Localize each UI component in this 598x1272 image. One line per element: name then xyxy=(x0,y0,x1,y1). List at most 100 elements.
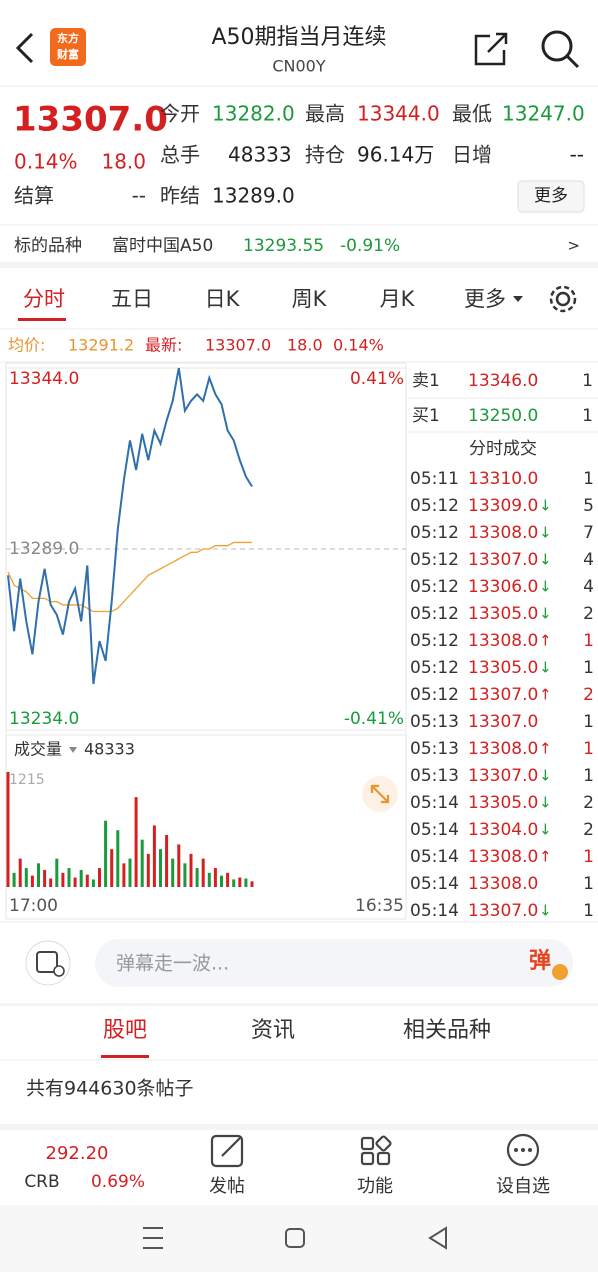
volume-bar xyxy=(61,872,65,887)
volume-bar xyxy=(140,839,144,887)
action-label[interactable]: 发帖 xyxy=(209,1176,245,1197)
volume-bar xyxy=(207,872,211,887)
volume-bar xyxy=(232,879,236,887)
nav-menu[interactable] xyxy=(143,1227,163,1249)
danmaku-toggle[interactable] xyxy=(552,964,568,980)
trade-price: 13306.0 xyxy=(468,577,538,597)
label[interactable]: > xyxy=(567,237,580,255)
trade-price: 13307.0 xyxy=(468,712,538,732)
label: 持仓 xyxy=(305,143,345,167)
trade-qty: 2 xyxy=(583,685,594,705)
trade-price: 13308.0 xyxy=(468,631,538,651)
y2-tick-label: 0.41% xyxy=(350,369,404,389)
volume-bar xyxy=(98,868,101,887)
post-icon[interactable] xyxy=(210,1134,244,1168)
label: 最高 xyxy=(305,102,345,126)
trade-time: 05:12 xyxy=(410,685,459,705)
trade-time: 05:12 xyxy=(410,550,459,570)
label: 13250.0 xyxy=(468,406,538,426)
watchlist-icon[interactable] xyxy=(506,1133,540,1167)
trade-arrow: ↓ xyxy=(539,794,552,812)
share-button[interactable] xyxy=(474,32,508,66)
value: 48333 xyxy=(228,143,292,167)
tab[interactable]: 五日 xyxy=(111,287,153,311)
tab-underline xyxy=(101,1055,149,1058)
search-button[interactable] xyxy=(541,30,580,69)
y-tick-label: 13234.0 xyxy=(9,709,79,729)
volume-bar xyxy=(238,877,242,887)
label: 结算 xyxy=(14,184,54,208)
label: 总手 xyxy=(160,143,200,167)
volume-bar xyxy=(220,875,223,887)
trade-arrow: ↓ xyxy=(539,659,552,677)
trade-price: 13310.0 xyxy=(468,469,538,489)
trade-price: 13308.0 xyxy=(468,847,538,867)
logo[interactable] xyxy=(50,28,86,66)
function-icon[interactable] xyxy=(360,1135,392,1166)
dropdown-icon[interactable] xyxy=(513,296,523,302)
nav-back[interactable] xyxy=(428,1226,447,1250)
back-button[interactable] xyxy=(15,32,34,64)
volume-bar xyxy=(55,858,59,887)
index-change: 0.69% xyxy=(91,1172,145,1192)
volume-bar xyxy=(6,772,10,887)
volume-bar xyxy=(116,830,120,887)
trade-qty: 7 xyxy=(583,523,594,543)
danmaku-settings[interactable] xyxy=(25,940,71,986)
volume-bar xyxy=(49,878,53,887)
trade-qty: 1 xyxy=(583,901,594,921)
volume-bar xyxy=(67,868,71,887)
volume-bar xyxy=(37,863,40,887)
label: 48333 xyxy=(84,740,135,759)
y-tick-label: 13289.0 xyxy=(9,539,79,559)
feed-tab[interactable]: 股吧 xyxy=(103,1018,147,1043)
trade-price: 13307.0 xyxy=(468,766,538,786)
label: 1 xyxy=(582,371,593,391)
settings-button[interactable] xyxy=(549,285,577,313)
tab[interactable]: 分时 xyxy=(23,287,65,311)
trade-qty: 1 xyxy=(583,739,594,759)
label: 买1 xyxy=(412,406,440,426)
trade-time: 05:14 xyxy=(410,847,459,867)
label: 卖1 xyxy=(412,371,440,391)
volume-bar xyxy=(250,881,254,887)
feed-tab[interactable]: 资讯 xyxy=(251,1018,295,1043)
feed-tab[interactable]: 相关品种 xyxy=(403,1018,491,1043)
trade-time: 05:11 xyxy=(410,469,459,489)
volume-bar xyxy=(183,863,187,887)
system-nav-bar xyxy=(0,1205,598,1272)
value: -- xyxy=(570,143,584,167)
comment-placeholder[interactable]: 弹幕走一波... xyxy=(116,953,229,975)
expand-button[interactable] xyxy=(362,776,398,812)
action-label[interactable]: 功能 xyxy=(357,1176,393,1197)
change-pct: 0.14% xyxy=(14,150,78,174)
trade-price: 13308.0 xyxy=(468,739,538,759)
more-button[interactable] xyxy=(517,180,585,213)
trade-time: 05:12 xyxy=(410,523,459,543)
danmaku-button[interactable]: 弹 xyxy=(529,949,551,974)
comment-input[interactable] xyxy=(95,939,573,987)
label: 13291.2 xyxy=(68,336,134,355)
volume-bar xyxy=(189,853,193,887)
volume-bar xyxy=(128,858,132,887)
price-line xyxy=(7,367,253,685)
volume-bar xyxy=(43,869,47,887)
volume-bar xyxy=(12,872,16,887)
volume-bar xyxy=(85,874,89,887)
trade-price: 13305.0 xyxy=(468,658,538,678)
label: -0.91% xyxy=(340,236,400,256)
tab[interactable]: 周K xyxy=(292,287,328,311)
tab[interactable]: 更多 xyxy=(464,287,506,311)
trade-price: 13309.0 xyxy=(468,496,538,516)
dropdown-icon[interactable] xyxy=(69,747,77,753)
label: 18.0 xyxy=(287,336,323,355)
volume-bar xyxy=(152,825,156,887)
tab[interactable]: 月K xyxy=(380,287,416,311)
nav-home[interactable] xyxy=(285,1228,305,1248)
label: 13307.0 xyxy=(205,336,271,355)
tab[interactable]: 日K xyxy=(205,287,241,311)
action-label[interactable]: 设自选 xyxy=(496,1176,550,1197)
more-button-label[interactable]: 更多 xyxy=(534,186,568,206)
trade-arrow: ↓ xyxy=(539,821,552,839)
